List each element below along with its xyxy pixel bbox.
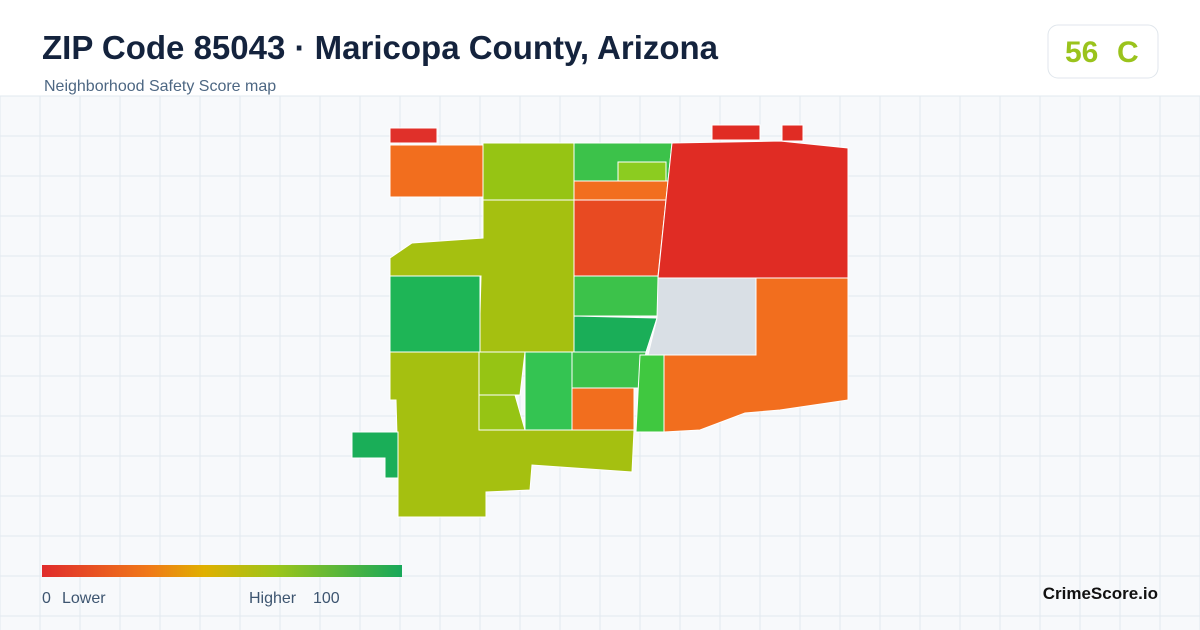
legend-max-label: Higher [249, 590, 297, 607]
zip-area [478, 351, 526, 396]
zip-area [647, 277, 757, 356]
zip-area [657, 140, 849, 279]
zip-area [571, 351, 647, 389]
zip-area [573, 275, 659, 317]
grade: C [1117, 36, 1139, 69]
zip-area [389, 275, 481, 353]
brand: CrimeScore.io [1043, 584, 1158, 603]
zip-area [571, 387, 635, 431]
score: 56 [1065, 36, 1098, 69]
zip-area [389, 127, 438, 144]
zip-area [617, 161, 667, 182]
zip-area [573, 315, 658, 353]
score-badge [1047, 24, 1159, 79]
zip-area [351, 431, 399, 479]
zip-area [635, 354, 665, 433]
zip-area [573, 199, 667, 277]
zip-area [663, 277, 849, 433]
zip-area [524, 351, 573, 431]
legend-min: 0 [42, 590, 51, 607]
zip-area [389, 144, 484, 198]
zip-area [482, 142, 575, 201]
legend-gradient [42, 565, 402, 577]
legend-min-label: Lower [62, 590, 106, 607]
zip-area [573, 180, 669, 201]
title: ZIP Code 85043 · Maricopa County, Arizon… [42, 29, 719, 66]
legend-max: 100 [313, 590, 340, 607]
subtitle: Neighborhood Safety Score map [44, 78, 276, 95]
zip-areas [351, 124, 849, 518]
zip-area [781, 124, 804, 142]
zip-area [711, 124, 761, 141]
